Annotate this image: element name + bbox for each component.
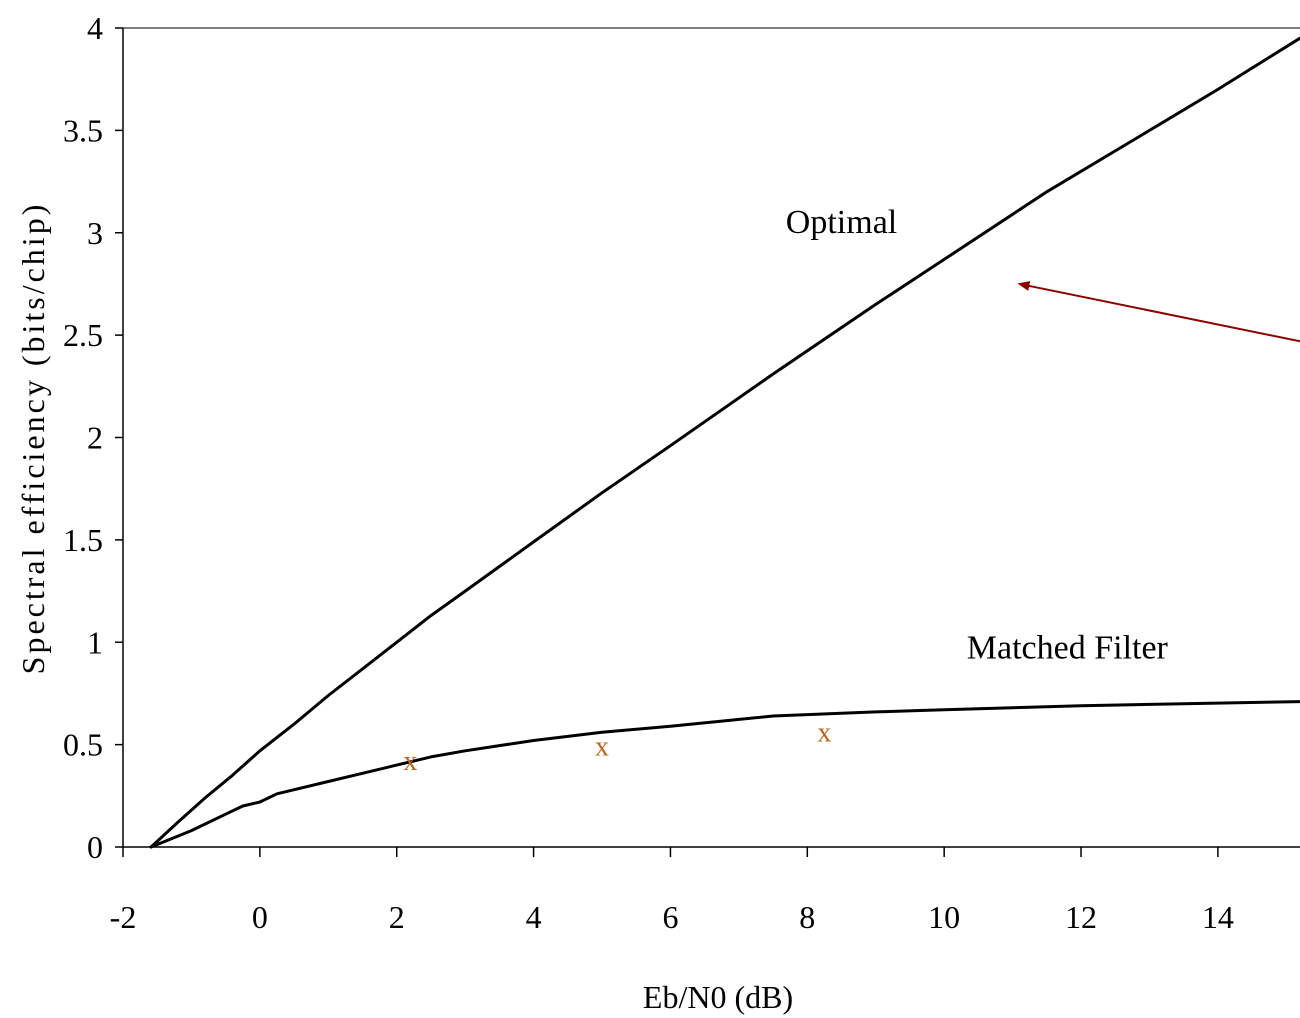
x-tick-label: 0 [252, 899, 268, 935]
pointer-arrow [1017, 281, 1300, 343]
x-tick-label: 12 [1065, 899, 1097, 935]
y-axis-title: Spectral efficiency (bits/chip) [15, 202, 51, 675]
data-marker-x: x [817, 717, 831, 748]
series-layer [149, 36, 1300, 849]
x-tick-label: 4 [526, 899, 542, 935]
x-tick-label: 2 [389, 899, 405, 935]
axes: 00.511.522.533.54-2 0 2 4 6 8 10 12 14 [63, 10, 1300, 935]
x-axis-title: Eb/N0 (dB) [643, 979, 793, 1015]
annotation-layer: Optimal Matched Filter [786, 204, 1300, 667]
y-tick-label: 1 [87, 624, 103, 660]
y-tick-label: 2 [87, 420, 103, 456]
optimal-series-line [149, 36, 1300, 849]
x-tick-label: 14 [1202, 899, 1234, 935]
x-tick-label: 6 [662, 899, 678, 935]
y-tick-label: 3.5 [63, 112, 103, 148]
optimal-label: Optimal [786, 204, 897, 241]
y-tick-label: 4 [87, 10, 103, 46]
y-tick-label: 2.5 [63, 317, 103, 353]
y-tick-label: 3 [87, 215, 103, 251]
data-marker-x: x [595, 732, 609, 763]
x-tick-label: 10 [928, 899, 960, 935]
x-tick-label: 8 [799, 899, 815, 935]
y-tick-label: 0 [87, 829, 103, 865]
x-tick-label: -2 [110, 899, 137, 935]
matched-filter-label: Matched Filter [967, 630, 1169, 667]
matched-filter-series-line [149, 700, 1300, 849]
y-tick-label: 0.5 [63, 727, 103, 763]
y-tick-label: 1.5 [63, 522, 103, 558]
data-marker-x: x [403, 746, 417, 777]
